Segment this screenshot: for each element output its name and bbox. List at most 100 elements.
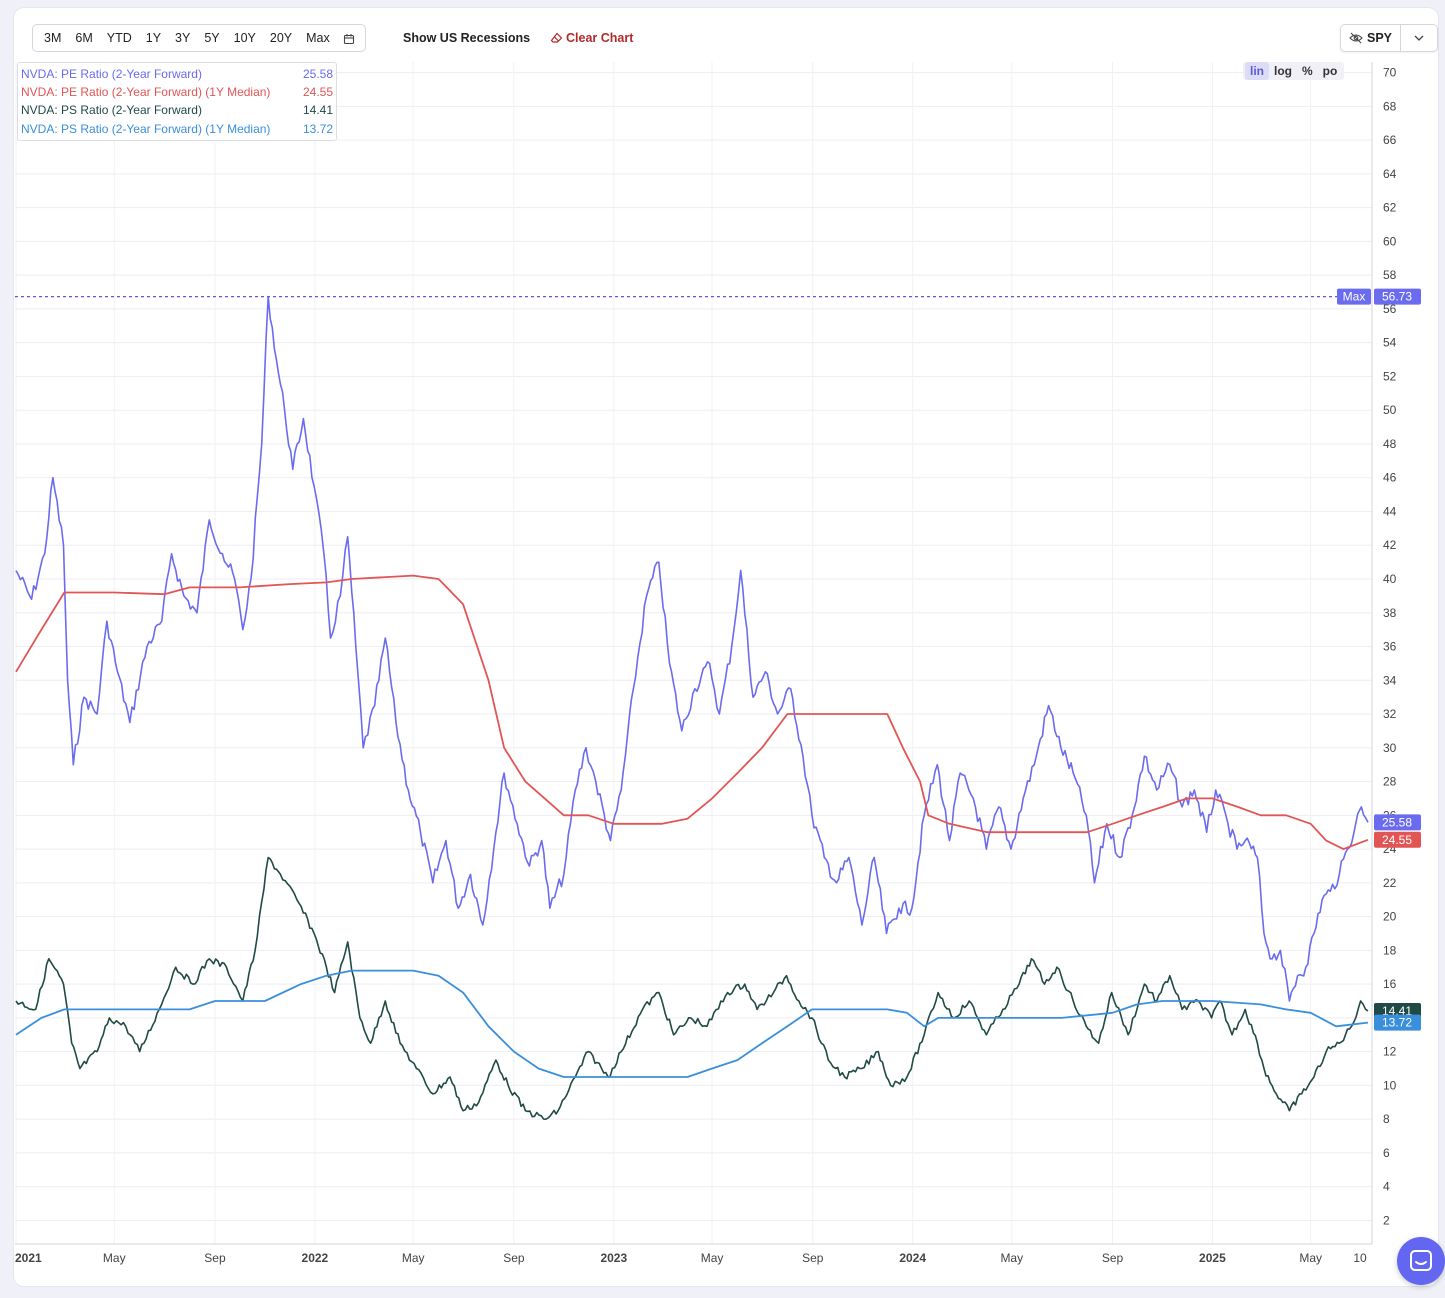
eye-off-icon xyxy=(1349,32,1363,44)
y-tick-label: 32 xyxy=(1383,707,1397,721)
y-tick-label: 36 xyxy=(1383,640,1397,654)
scale-percent-button[interactable]: % xyxy=(1302,64,1313,78)
range-6m-button[interactable]: 6M xyxy=(75,31,93,45)
scale-po-button[interactable]: po xyxy=(1322,64,1338,78)
x-tick-label: 2021 xyxy=(15,1251,42,1265)
x-tick-label: Sep xyxy=(802,1251,824,1265)
range-5y-button[interactable]: 5Y xyxy=(204,31,220,45)
last-value-label-2: 14.41 xyxy=(1382,1004,1412,1018)
grid-layer xyxy=(15,62,1372,1244)
x-tick-label: 2022 xyxy=(302,1251,329,1265)
y-tick-label: 42 xyxy=(1383,538,1397,552)
y-tick-label: 20 xyxy=(1383,910,1397,924)
y-tick-label: 16 xyxy=(1383,977,1397,991)
scale-toggle: lin log % po xyxy=(1243,62,1345,80)
last-value-box-1 xyxy=(1374,831,1421,848)
clear-chart-label: Clear Chart xyxy=(566,31,634,45)
y-tick-label: 38 xyxy=(1383,606,1397,620)
x-tick-label: Sep xyxy=(204,1251,226,1265)
x-tick-label: 2025 xyxy=(1199,1251,1226,1265)
series-line-0 xyxy=(15,295,1369,1002)
x-tick-label: May xyxy=(103,1251,126,1265)
y-tick-label: 68 xyxy=(1383,99,1397,113)
y-tick-label: 58 xyxy=(1383,268,1397,282)
series-layer xyxy=(15,295,1369,1120)
legend-value: 25.58 xyxy=(302,67,333,81)
plot-background xyxy=(15,62,1372,1244)
legend-item-ps[interactable]: NVDA: PS Ratio (2-Year Forward) 14.41 xyxy=(18,101,336,119)
range-3y-button[interactable]: 3Y xyxy=(175,31,191,45)
y-tick-label: 30 xyxy=(1383,741,1397,755)
range-max-button[interactable]: Max xyxy=(306,31,330,45)
legend-label: NVDA: PS Ratio (2-Year Forward) (1Y Medi… xyxy=(21,121,271,136)
legend-label: NVDA: PE Ratio (2-Year Forward) xyxy=(21,67,202,81)
x-tick-label: May xyxy=(701,1251,724,1265)
benchmark-selector[interactable]: SPY xyxy=(1340,24,1438,52)
y-tick-label: 52 xyxy=(1383,369,1397,383)
y-tick-label: 46 xyxy=(1383,471,1397,485)
range-3m-button[interactable]: 3M xyxy=(44,31,62,45)
last-value-label-1: 24.55 xyxy=(1382,833,1412,847)
x-tick-label: May xyxy=(1299,1251,1322,1265)
y-tick-label: 66 xyxy=(1383,133,1397,147)
calendar-icon[interactable] xyxy=(343,32,355,45)
legend-label: NVDA: PE Ratio (2-Year Forward) (1Y Medi… xyxy=(21,85,271,100)
scale-log-button[interactable]: log xyxy=(1274,64,1292,78)
benchmark-dropdown[interactable] xyxy=(1401,25,1437,51)
last-value-box-0 xyxy=(1374,814,1421,831)
y-tick-label: 6 xyxy=(1383,1146,1390,1160)
range-ytd-button[interactable]: YTD xyxy=(106,31,132,45)
range-1y-button[interactable]: 1Y xyxy=(145,31,162,45)
last-value-box-3 xyxy=(1374,1014,1421,1031)
chat-launcher-button[interactable] xyxy=(1397,1237,1445,1285)
max-value-label: 56.73 xyxy=(1382,290,1412,304)
y-tick-label: 40 xyxy=(1383,572,1397,586)
x-tick-label: May xyxy=(1000,1251,1023,1265)
legend-item-pe[interactable]: NVDA: PE Ratio (2-Year Forward) 25.58 xyxy=(18,65,336,83)
y-tick-label: 28 xyxy=(1383,775,1397,789)
toolbar: 3M 6M YTD 1Y 3Y 5Y 10Y 20Y Max Show US R… xyxy=(14,8,1438,60)
y-tick-label: 8 xyxy=(1383,1112,1390,1126)
y-tick-label: 64 xyxy=(1383,167,1397,181)
clear-chart-button[interactable]: Clear Chart xyxy=(550,31,633,45)
x-tick-label: Sep xyxy=(1102,1251,1124,1265)
benchmark-label: SPY xyxy=(1367,31,1393,45)
x-tick-label: May xyxy=(402,1251,425,1265)
legend-value: 24.55 xyxy=(302,85,333,100)
range-20y-button[interactable]: 20Y xyxy=(269,31,293,45)
y-tick-label: 22 xyxy=(1383,876,1397,890)
y-tick-label: 48 xyxy=(1383,437,1397,451)
y-tick-label: 70 xyxy=(1383,66,1397,80)
series-line-2 xyxy=(15,856,1369,1120)
x-tick-label: 2023 xyxy=(600,1251,627,1265)
benchmark-toggle[interactable]: SPY xyxy=(1341,25,1402,51)
legend-value: 14.41 xyxy=(302,103,333,118)
y-tick-label: 4 xyxy=(1383,1180,1390,1194)
range-10y-button[interactable]: 10Y xyxy=(233,31,256,45)
y-tick-label: 56 xyxy=(1383,302,1397,316)
series-line-1 xyxy=(15,574,1369,850)
max-label-box xyxy=(1337,288,1371,305)
max-value-box xyxy=(1374,288,1421,305)
x-tick-label: Sep xyxy=(503,1251,525,1265)
range-selector: 3M 6M YTD 1Y 3Y 5Y 10Y 20Y Max xyxy=(32,24,366,52)
y-tick-label: 12 xyxy=(1383,1045,1397,1059)
chart-legend: NVDA: PE Ratio (2-Year Forward) 25.58 NV… xyxy=(17,62,337,141)
axis-layer: 2468101214161820222426283032343638404244… xyxy=(15,62,1397,1265)
chat-icon xyxy=(1410,1250,1432,1271)
max-label: Max xyxy=(1343,290,1366,304)
scale-lin-button[interactable]: lin xyxy=(1245,62,1269,80)
eraser-icon xyxy=(550,32,563,43)
y-tick-label: 18 xyxy=(1383,943,1397,957)
legend-item-ps-median[interactable]: NVDA: PS Ratio (2-Year Forward) (1Y Medi… xyxy=(18,120,336,138)
show-recessions-button[interactable]: Show US Recessions xyxy=(403,31,531,45)
y-tick-label: 44 xyxy=(1383,504,1397,518)
series-line-3 xyxy=(15,969,1369,1078)
chevron-down-icon xyxy=(1414,35,1424,41)
legend-item-pe-median[interactable]: NVDA: PE Ratio (2-Year Forward) (1Y Medi… xyxy=(18,83,336,101)
legend-label: NVDA: PS Ratio (2-Year Forward) xyxy=(21,103,202,118)
y-tick-label: 50 xyxy=(1383,403,1397,417)
y-tick-label: 54 xyxy=(1383,336,1397,350)
last-value-label-0: 25.58 xyxy=(1382,815,1412,829)
